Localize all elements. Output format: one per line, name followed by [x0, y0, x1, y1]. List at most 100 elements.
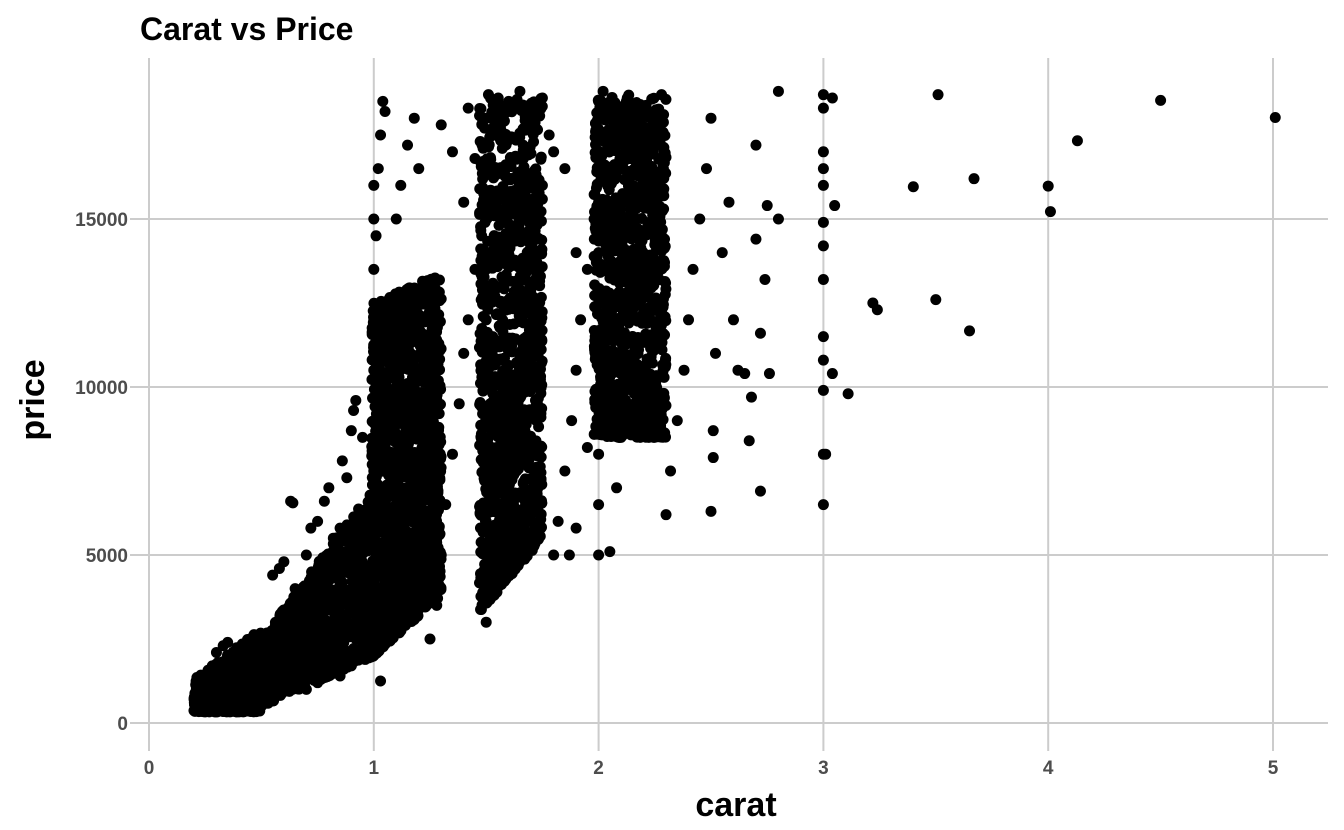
data-point: [221, 706, 233, 718]
data-point: [301, 664, 313, 676]
data-point: [384, 578, 396, 590]
data-point: [336, 629, 348, 641]
data-point: [475, 359, 487, 371]
data-point: [516, 311, 528, 323]
data-point: [678, 364, 690, 376]
data-point: [489, 557, 501, 569]
data-point: [566, 415, 578, 427]
data-point: [930, 294, 942, 306]
data-point: [474, 102, 486, 114]
data-point: [356, 587, 368, 599]
data-point: [754, 327, 766, 339]
data-point: [396, 528, 408, 540]
data-point: [433, 421, 445, 433]
data-point: [506, 332, 518, 344]
data-point: [526, 220, 538, 232]
data-point: [308, 657, 320, 669]
data-point: [486, 262, 498, 274]
data-point: [505, 343, 517, 355]
data-point: [709, 347, 721, 359]
data-point: [374, 435, 386, 447]
data-point: [374, 601, 386, 613]
data-point: [416, 455, 428, 467]
data-point: [478, 201, 490, 213]
data-point: [593, 448, 605, 460]
data-point: [513, 284, 525, 296]
data-point: [500, 432, 512, 444]
data-point: [509, 184, 521, 196]
data-point: [273, 636, 285, 648]
data-point: [530, 163, 542, 175]
data-point: [488, 490, 500, 502]
data-point: [462, 314, 474, 326]
data-point: [433, 338, 445, 350]
data-point: [309, 588, 321, 600]
data-point: [593, 499, 605, 511]
data-point: [504, 445, 516, 457]
data-point: [526, 359, 538, 371]
data-point: [389, 395, 401, 407]
data-point: [475, 431, 487, 443]
data-point: [380, 611, 392, 623]
data-point: [431, 321, 443, 333]
data-point: [413, 163, 425, 175]
data-point: [406, 615, 418, 627]
data-point: [405, 283, 417, 295]
data-point: [375, 521, 387, 533]
data-point: [427, 367, 439, 379]
data-point: [515, 555, 527, 567]
data-point: [278, 556, 290, 568]
data-point: [394, 450, 406, 462]
data-point: [394, 407, 406, 419]
chart-title: Carat vs Price: [140, 11, 353, 47]
data-point: [513, 386, 525, 398]
data-point: [245, 633, 257, 645]
data-point: [353, 503, 365, 515]
data-point: [333, 657, 345, 669]
data-point: [371, 370, 383, 382]
data-point: [295, 642, 307, 654]
data-point: [386, 419, 398, 431]
data-point: [499, 575, 511, 587]
data-point: [380, 541, 392, 553]
data-point: [305, 522, 317, 534]
data-point: [395, 179, 407, 191]
data-point: [222, 636, 234, 648]
data-point: [341, 472, 353, 484]
data-point: [426, 535, 438, 547]
y-tick-label: 15000: [75, 210, 128, 231]
data-point: [322, 548, 334, 560]
data-point: [357, 651, 369, 663]
x-tick-label: 5: [1268, 758, 1279, 779]
data-point: [397, 596, 409, 608]
data-point: [404, 479, 416, 491]
data-point: [413, 365, 425, 377]
y-tick-label: 5000: [86, 546, 128, 567]
data-point: [504, 318, 516, 330]
data-point: [508, 275, 520, 287]
data-point: [817, 102, 829, 114]
data-point: [326, 584, 338, 596]
data-point: [581, 263, 593, 275]
data-point: [314, 622, 326, 634]
data-point: [488, 400, 500, 412]
data-point: [504, 543, 516, 555]
data-point: [474, 397, 486, 409]
data-point: [258, 642, 270, 654]
data-point: [458, 347, 470, 359]
data-point: [399, 295, 411, 307]
data-point: [490, 239, 502, 251]
data-point: [270, 653, 282, 665]
data-point: [373, 618, 385, 630]
data-point: [385, 564, 397, 576]
data-point: [528, 498, 540, 510]
data-point: [509, 150, 521, 162]
data-point: [489, 195, 501, 207]
data-point: [1044, 206, 1056, 218]
data-point: [422, 341, 434, 353]
data-point: [379, 631, 391, 643]
data-point: [506, 474, 518, 486]
data-point: [483, 288, 495, 300]
data-point: [213, 686, 225, 698]
